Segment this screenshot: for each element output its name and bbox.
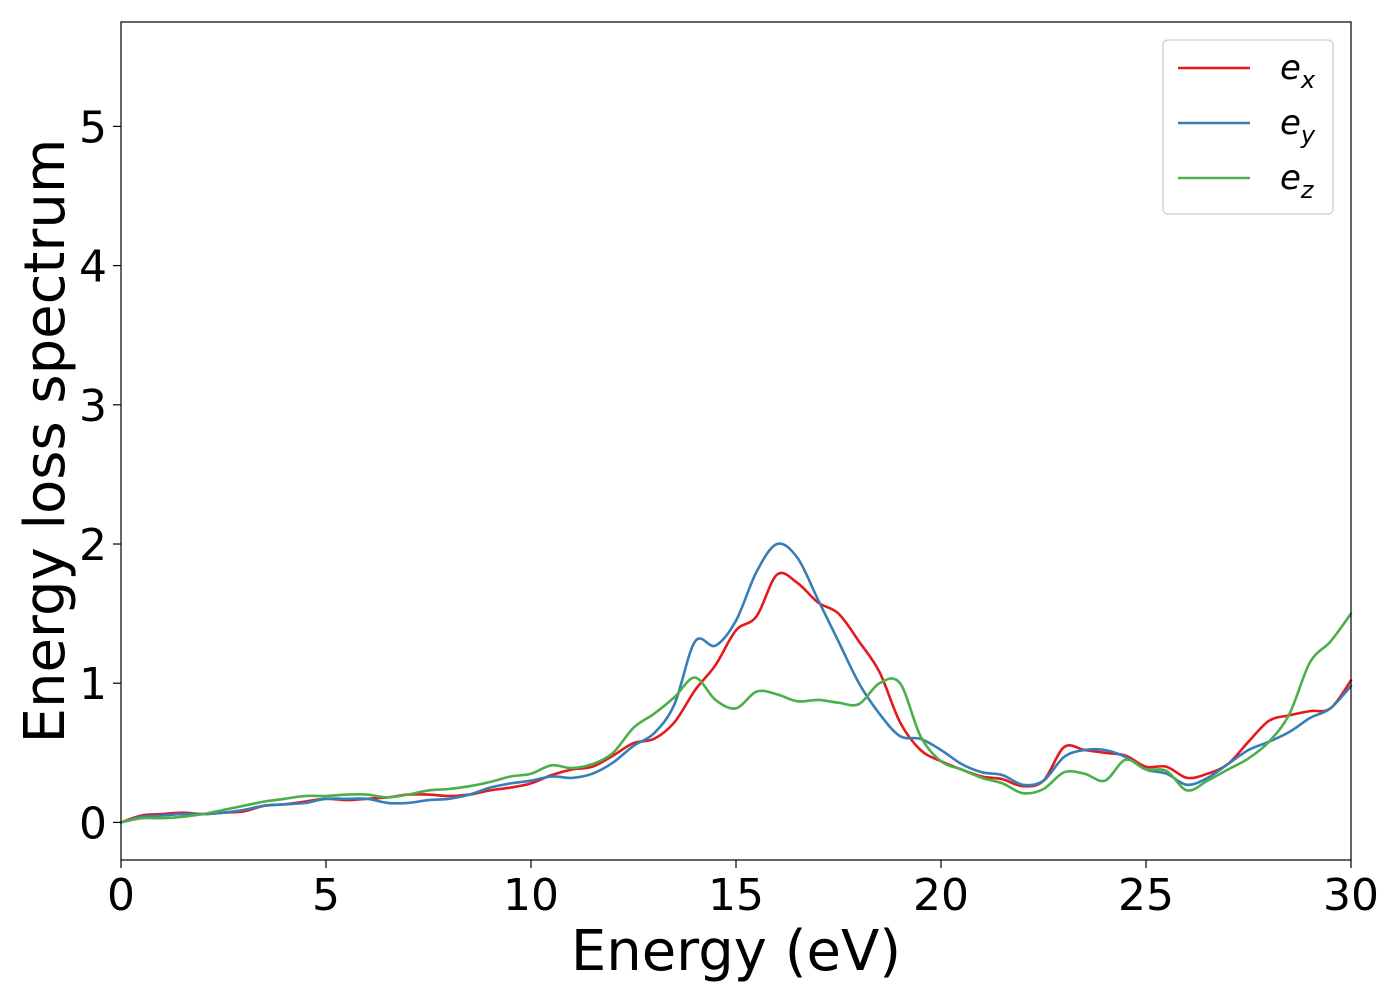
legend-label-base: e	[1280, 158, 1301, 198]
y-tick-label: 0	[79, 798, 107, 849]
legend-label-ex: ex	[1280, 48, 1316, 94]
y-tick-label: 4	[79, 242, 107, 293]
x-tick-label: 0	[107, 870, 135, 921]
x-axis-title: Energy (eV)	[571, 919, 901, 984]
y-tick-label: 1	[79, 659, 107, 710]
legend-label-subscript: x	[1300, 66, 1316, 94]
legend-label-subscript: y	[1300, 121, 1316, 149]
y-tick-label: 2	[79, 520, 107, 571]
y-tick-label: 3	[79, 381, 107, 432]
series-layer	[119, 542, 1353, 824]
x-tick-label: 30	[1323, 870, 1379, 921]
x-tick-label: 25	[1118, 870, 1174, 921]
y-tick-label: 5	[79, 102, 107, 153]
x-axis: 0 5 10 15 20 25 30	[107, 860, 1379, 921]
legend-box	[1162, 39, 1334, 215]
y-axis: 0 1 2 3 4 5	[79, 102, 121, 849]
legend-label-ey: ey	[1280, 103, 1316, 149]
series-line-ez	[119, 612, 1353, 824]
legend-label-base: e	[1280, 103, 1301, 143]
y-axis-title: Energy loss spectrum	[13, 139, 78, 744]
x-tick-label: 5	[312, 870, 340, 921]
legend-label-ez: ez	[1280, 158, 1315, 204]
x-tick-label: 20	[913, 870, 969, 921]
legend-label-base: e	[1280, 48, 1301, 88]
x-tick-label: 10	[503, 870, 559, 921]
x-tick-label: 15	[708, 870, 764, 921]
legend-label-subscript: z	[1300, 176, 1315, 204]
